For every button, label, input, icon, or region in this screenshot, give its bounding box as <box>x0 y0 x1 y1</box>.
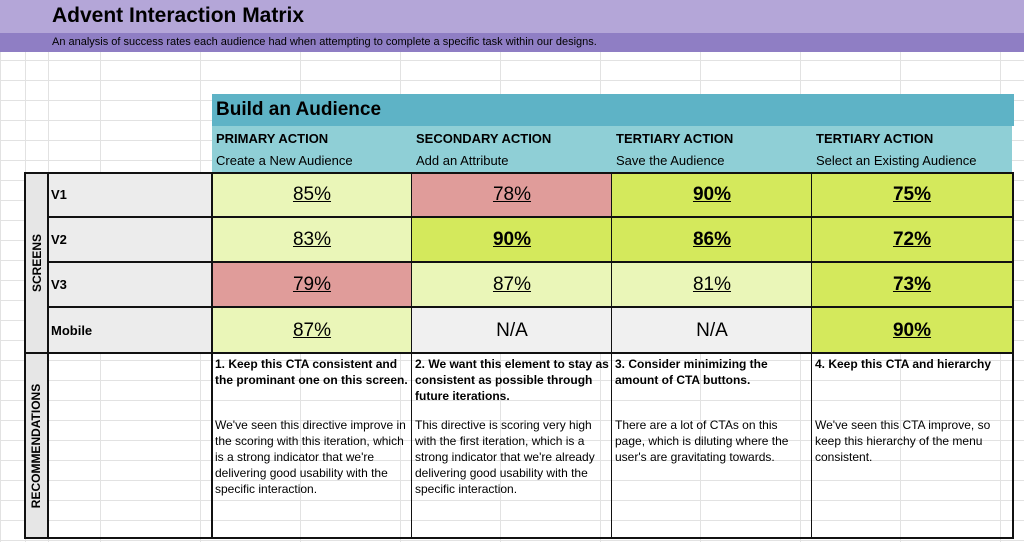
section-title: Build an Audience <box>212 94 1014 126</box>
score-cell: 90% <box>612 173 812 218</box>
table-border <box>24 172 1014 174</box>
action-task-header: Add an Attribute <box>412 148 612 173</box>
recommendations-side-label: RECOMMENDATIONS <box>25 353 48 538</box>
table-border <box>611 172 612 539</box>
score-cell: 87% <box>212 308 412 353</box>
score-cell: 75% <box>812 173 1012 218</box>
score-cell: N/A <box>612 308 812 353</box>
score-cell: 85% <box>212 173 412 218</box>
page-title: Advent Interaction Matrix <box>52 4 305 27</box>
score-cell: 72% <box>812 218 1012 263</box>
recommendation-heading: 2. We want this element to stay as consi… <box>415 357 609 403</box>
subtitle-bar <box>0 33 1024 52</box>
action-task-header: Create a New Audience <box>212 148 412 173</box>
row-label: V1 <box>48 173 212 218</box>
title-bar <box>0 0 1024 34</box>
screens-side-label: SCREENS <box>25 173 48 353</box>
action-type-header: TERTIARY ACTION <box>812 126 1012 148</box>
score-cell: 83% <box>212 218 412 263</box>
score-cell: 90% <box>412 218 612 263</box>
recommendation-heading: 3. Consider minimizing the amount of CTA… <box>615 357 768 387</box>
action-task-header: Select an Existing Audience <box>812 148 1012 173</box>
recommendation-heading: 1. Keep this CTA consistent and the prom… <box>215 357 408 387</box>
recommendation-body: We've seen this directive improve in the… <box>215 418 406 496</box>
action-type-header: TERTIARY ACTION <box>612 126 812 148</box>
table-border <box>411 172 412 539</box>
score-cell: N/A <box>412 308 612 353</box>
recommendation-body: We've seen this CTA improve, so keep thi… <box>815 418 991 464</box>
action-type-header: PRIMARY ACTION <box>212 126 412 148</box>
table-border <box>24 352 1014 354</box>
page-subtitle: An analysis of success rates each audien… <box>52 36 597 48</box>
row-label: Mobile <box>48 308 212 353</box>
table-border <box>24 537 1014 539</box>
table-border <box>24 172 26 539</box>
table-border <box>211 172 213 539</box>
score-cell: 73% <box>812 263 1012 308</box>
recommendation-body: This directive is scoring very high with… <box>415 418 595 496</box>
action-task-header: Save the Audience <box>612 148 812 173</box>
score-cell: 86% <box>612 218 812 263</box>
row-label: V2 <box>48 218 212 263</box>
row-label: V3 <box>48 263 212 308</box>
score-cell: 90% <box>812 308 1012 353</box>
recommendation-body: There are a lot of CTAs on this page, wh… <box>615 418 789 464</box>
score-cell: 79% <box>212 263 412 308</box>
table-border <box>1012 172 1014 539</box>
table-border <box>811 172 812 539</box>
score-cell: 81% <box>612 263 812 308</box>
score-cell: 78% <box>412 173 612 218</box>
action-type-header: SECONDARY ACTION <box>412 126 612 148</box>
score-cell: 87% <box>412 263 612 308</box>
recommendation-heading: 4. Keep this CTA and hierarchy <box>815 357 992 371</box>
table-border <box>47 172 49 539</box>
